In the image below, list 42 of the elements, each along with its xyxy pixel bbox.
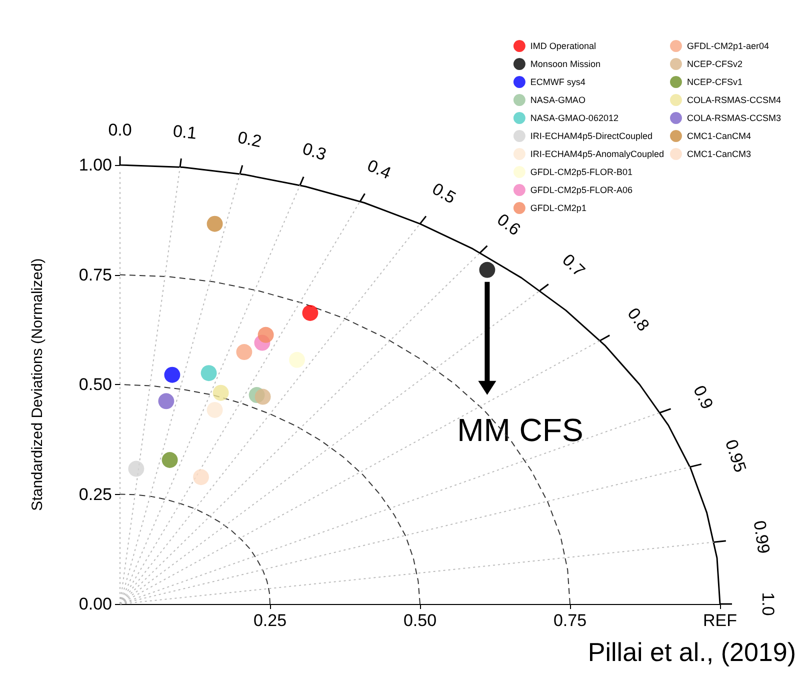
text: 1.0 bbox=[758, 592, 778, 616]
text: 0.0 bbox=[108, 120, 132, 140]
x-tick-label: 0.25 bbox=[253, 611, 287, 630]
legend-label: NASA-GMAO bbox=[530, 95, 586, 105]
legend-label: CMC1-CanCM3 bbox=[686, 149, 752, 159]
legend-label: ECMWF sys4 bbox=[530, 77, 586, 87]
y-tick-label: 0.75 bbox=[78, 265, 112, 284]
text: 0.2 bbox=[236, 128, 264, 152]
y-tick-label: 0.00 bbox=[78, 594, 112, 614]
legend-label: NCEP-CFSv1 bbox=[686, 77, 743, 87]
text: 0.3 bbox=[300, 139, 329, 164]
x-tick-label: 0.75 bbox=[553, 611, 587, 630]
legend-label: GFDL-CM2p1 bbox=[530, 203, 586, 213]
y-tick-label: 0.50 bbox=[78, 375, 112, 394]
annotation: 0.5 bbox=[429, 179, 459, 208]
text: Pillai et al., (2019) bbox=[588, 637, 796, 667]
legend-label: CMC1-CanCM4 bbox=[686, 131, 752, 141]
legend-label: NCEP-CFSv2 bbox=[686, 59, 743, 69]
annotation: 0.9 bbox=[689, 382, 717, 412]
legend-label: COLA-RSMAS-CCSM3 bbox=[686, 113, 782, 123]
annotation: 0.4 bbox=[364, 156, 394, 183]
legend-label: IMD Operational bbox=[530, 41, 596, 51]
text: 0.95 bbox=[721, 437, 750, 475]
legend-label: GFDL-CM2p5-FLOR-A06 bbox=[530, 185, 632, 195]
legend-label: GFDL-CM2p1-aer04 bbox=[686, 41, 770, 51]
annotation: 0.6 bbox=[494, 210, 524, 240]
annotation: 0.8 bbox=[624, 304, 654, 335]
legend-label: IRI-ECHAM4p5-DirectCoupled bbox=[530, 131, 652, 141]
legend-label: IRI-ECHAM4p5-AnomalyCoupled bbox=[530, 149, 664, 159]
y-tick-label: 0.25 bbox=[78, 484, 112, 504]
legend-label: NASA-GMAO-062012 bbox=[530, 113, 618, 123]
text: 0.99 bbox=[750, 519, 774, 555]
y-tick-label: 1.00 bbox=[78, 156, 112, 174]
annotation: 0.7 bbox=[558, 250, 589, 280]
annotation: MM CFS bbox=[457, 412, 584, 448]
legend-label: Monsoon Mission bbox=[530, 59, 600, 69]
legend-label: GFDL-CM2p5-FLOR-B01 bbox=[530, 167, 632, 177]
y-axis-title: Standardized Deviations (Normalized) bbox=[29, 258, 46, 511]
x-tick-label: 0.50 bbox=[403, 611, 437, 630]
text: 0.1 bbox=[172, 122, 198, 143]
legend-label: COLA-RSMAS-CCSM4 bbox=[686, 95, 782, 105]
x-tick-label: REF bbox=[703, 611, 737, 630]
